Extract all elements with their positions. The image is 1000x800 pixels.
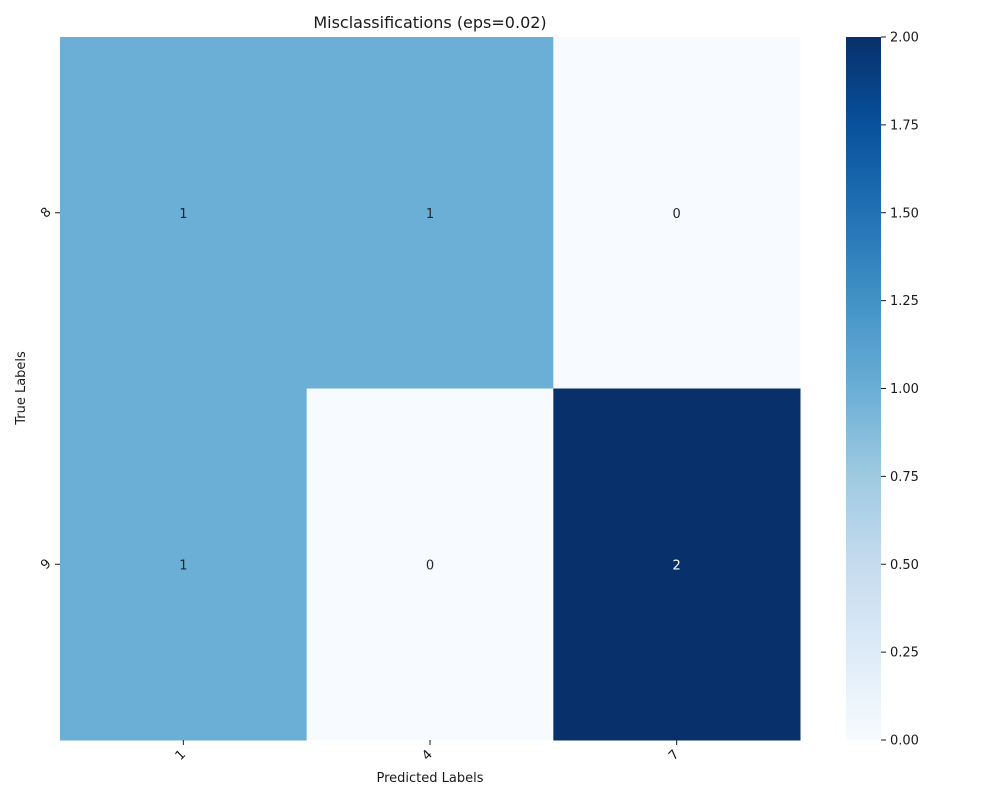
colorbar-tick-label: 1.25	[890, 294, 919, 309]
y-axis-label: True Labels	[14, 351, 29, 426]
y-tick-label: 9	[38, 556, 54, 572]
x-axis-ticks: 1 4 7	[173, 740, 682, 764]
x-tick-label: 4	[419, 747, 435, 763]
cell-value-label: 1	[179, 207, 187, 222]
y-tick-label: 8	[38, 205, 54, 221]
colorbar-tick-label: 1.75	[890, 118, 919, 133]
colorbar-tick-label: 0.00	[890, 734, 919, 749]
heatmap-cell	[60, 37, 308, 389]
colorbar-tick-label: 0.75	[890, 470, 919, 485]
x-tick-label: 7	[666, 747, 682, 763]
cell-value-label: 1	[426, 207, 434, 222]
y-axis-ticks: 89	[38, 205, 60, 573]
cell-value-label: 0	[426, 558, 434, 573]
colorbar-tick-label: 0.50	[890, 558, 919, 573]
chart-title: Misclassifications (eps=0.02)	[313, 13, 546, 32]
x-tick-label: 1	[173, 747, 189, 763]
colorbar-tick-label: 0.25	[890, 646, 919, 661]
cell-value-label: 0	[673, 207, 681, 222]
colorbar-tick-label: 1.00	[890, 382, 919, 397]
colorbar-tick-label: 2.00	[890, 31, 919, 46]
heatmap-cell	[553, 388, 801, 741]
colorbar-gradient	[846, 37, 881, 740]
heatmap-cell	[553, 37, 801, 389]
cell-value-label: 1	[179, 558, 187, 573]
colorbar: 0.00 0.25 0.50 0.75 1.00 1.25 1.50 1.75 2.00	[846, 31, 919, 749]
heatmap-cell-labels: 1 1 0 1 0 2	[179, 207, 681, 574]
colorbar-tick-label: 1.50	[890, 206, 919, 221]
heatmap-cell	[306, 388, 554, 741]
heatmap-cells	[60, 37, 801, 741]
cell-value-label: 2	[673, 558, 681, 573]
colorbar-ticks: 0.00 0.25 0.50 0.75 1.00 1.25 1.50 1.75 2.00	[881, 31, 919, 749]
x-axis-label: Predicted Labels	[376, 771, 483, 786]
heatmap-cell	[306, 37, 554, 389]
heatmap-cell	[60, 388, 308, 741]
